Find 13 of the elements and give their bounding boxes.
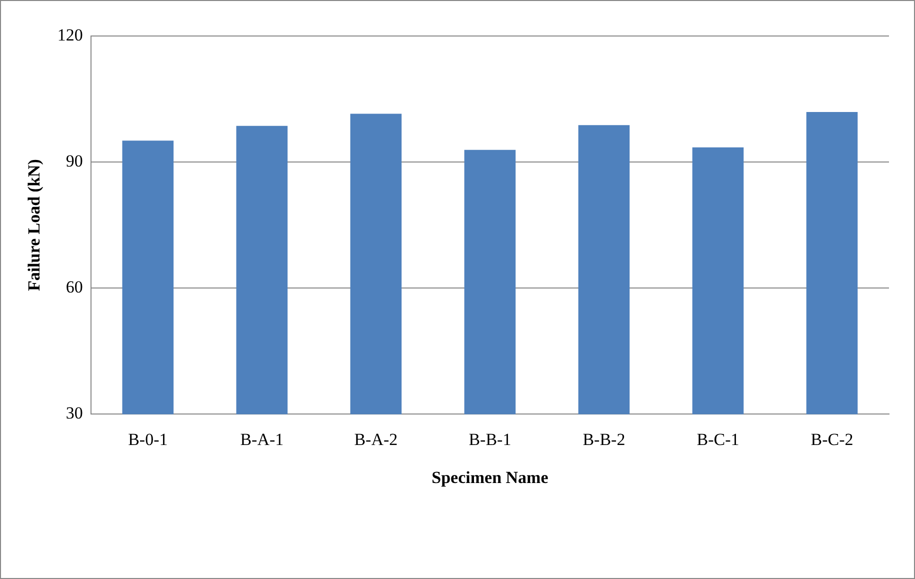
x-tick-label: B-C-1	[696, 430, 740, 449]
x-tick-label: B-B-1	[468, 430, 512, 449]
y-tick-label: 90	[66, 152, 83, 171]
y-tick-label: 60	[66, 278, 83, 297]
y-tick-label: 30	[66, 404, 83, 423]
x-tick-label: B-A-1	[240, 430, 284, 449]
x-tick-label: B-B-2	[582, 430, 626, 449]
x-tick-label: B-0-1	[128, 430, 168, 449]
y-tick-label: 120	[57, 25, 83, 44]
x-tick-label: B-C-2	[810, 430, 854, 449]
y-axis-title: Failure Load (kN)	[24, 159, 44, 292]
x-tick-label: B-A-2	[354, 430, 398, 449]
x-axis-title: Specimen Name	[432, 468, 549, 488]
